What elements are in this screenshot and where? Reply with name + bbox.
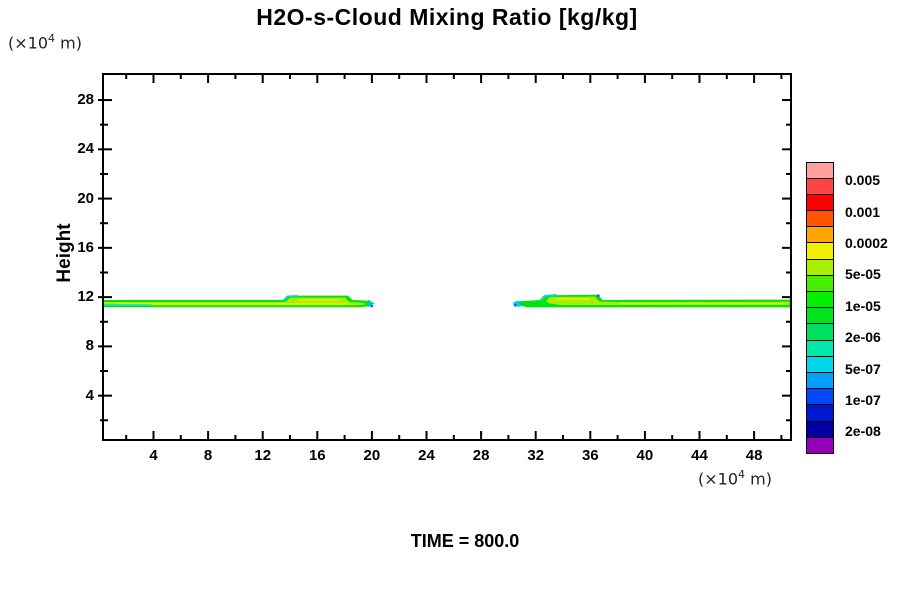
x-axis-unit-label: (×104 m) — [698, 468, 772, 488]
colorbar-cell — [806, 323, 834, 342]
x-unit-prefix: (×10 — [698, 469, 739, 489]
cloud-band-core — [514, 304, 517, 307]
cloud-band-fringe — [367, 299, 375, 307]
x-tick-label: 20 — [363, 447, 381, 464]
colorbar-cell — [806, 436, 834, 455]
x-tick-label: 32 — [527, 447, 545, 464]
x-tick-label: 8 — [203, 447, 213, 464]
x-unit-suffix: m) — [745, 469, 772, 489]
cloud-band-core — [370, 305, 374, 308]
x-tick-label: 36 — [581, 447, 599, 464]
colorbar-cell — [806, 420, 834, 439]
colorbar-cell — [806, 210, 834, 228]
y-tick-label: 12 — [77, 288, 94, 306]
colorbar-cell — [806, 177, 834, 196]
time-label: TIME = 800.0 — [410, 531, 520, 551]
cloud-band-core — [103, 304, 151, 306]
x-tick-label: 28 — [472, 447, 490, 464]
y-axis-unit-label: (×104 m) — [8, 32, 82, 52]
x-tick-label: 16 — [308, 447, 326, 464]
y-tick-label: 20 — [77, 189, 94, 207]
colorbar-cell — [806, 388, 834, 406]
y-tick-label: 16 — [77, 238, 94, 256]
y-tick-label: 8 — [85, 337, 94, 355]
y-tick-label: 24 — [77, 140, 94, 158]
colorbar-cell — [806, 242, 834, 261]
colorbar-label: 1e-07 — [845, 392, 881, 408]
colorbar-cell — [806, 307, 834, 325]
colorbar-cell — [806, 355, 834, 374]
x-tick-label: 40 — [636, 447, 654, 464]
colorbar-cell — [806, 339, 834, 358]
x-unit-exponent: 4 — [738, 468, 746, 481]
x-tick-label: 12 — [254, 447, 272, 464]
y-unit-prefix: (×10 — [8, 33, 49, 53]
x-tick-label: 44 — [691, 447, 708, 464]
cloud-band-core — [298, 299, 340, 301]
colorbar-cell — [806, 371, 834, 390]
colorbar-label: 5e-05 — [845, 266, 881, 283]
colorbar-cell — [806, 226, 834, 244]
y-unit-exponent: 4 — [48, 32, 56, 45]
colorbar-label: 0.005 — [845, 172, 881, 189]
colorbar-label: 2e-06 — [845, 329, 881, 346]
colorbar-label: 0.0002 — [845, 235, 888, 251]
colorbar-cell — [806, 193, 834, 212]
colorbar-cell — [806, 258, 834, 277]
x-tick-label: 48 — [745, 447, 763, 464]
colorbar-label: 1e-05 — [845, 297, 881, 314]
colorbar-cell — [806, 274, 834, 293]
colorbar-label: 5e-07 — [845, 360, 881, 377]
cloud-band-fringe — [282, 294, 298, 302]
y-unit-suffix: m) — [55, 33, 82, 53]
y-tick-label: 4 — [85, 386, 94, 404]
cloud-band-core — [556, 298, 590, 301]
cloud-band-core — [118, 303, 348, 305]
cloud-band-core — [620, 302, 785, 305]
colorbar-cell — [806, 161, 834, 180]
x-tick-label: 4 — [149, 447, 158, 464]
colorbar-label: 2e-08 — [845, 423, 881, 440]
colorbar-label: 0.001 — [845, 203, 881, 220]
cloud-band-fringe — [541, 294, 557, 301]
colorbar — [806, 161, 834, 455]
axis-frame — [102, 73, 792, 441]
plot-title: H2O-s-Cloud Mixing Ratio [kg/kg] — [256, 4, 638, 30]
y-tick-label: 28 — [77, 91, 94, 109]
cloud-band-core — [597, 294, 600, 297]
colorbar-cell — [806, 404, 834, 422]
colorbar-cell — [806, 291, 834, 309]
x-tick-label: 24 — [418, 447, 435, 464]
